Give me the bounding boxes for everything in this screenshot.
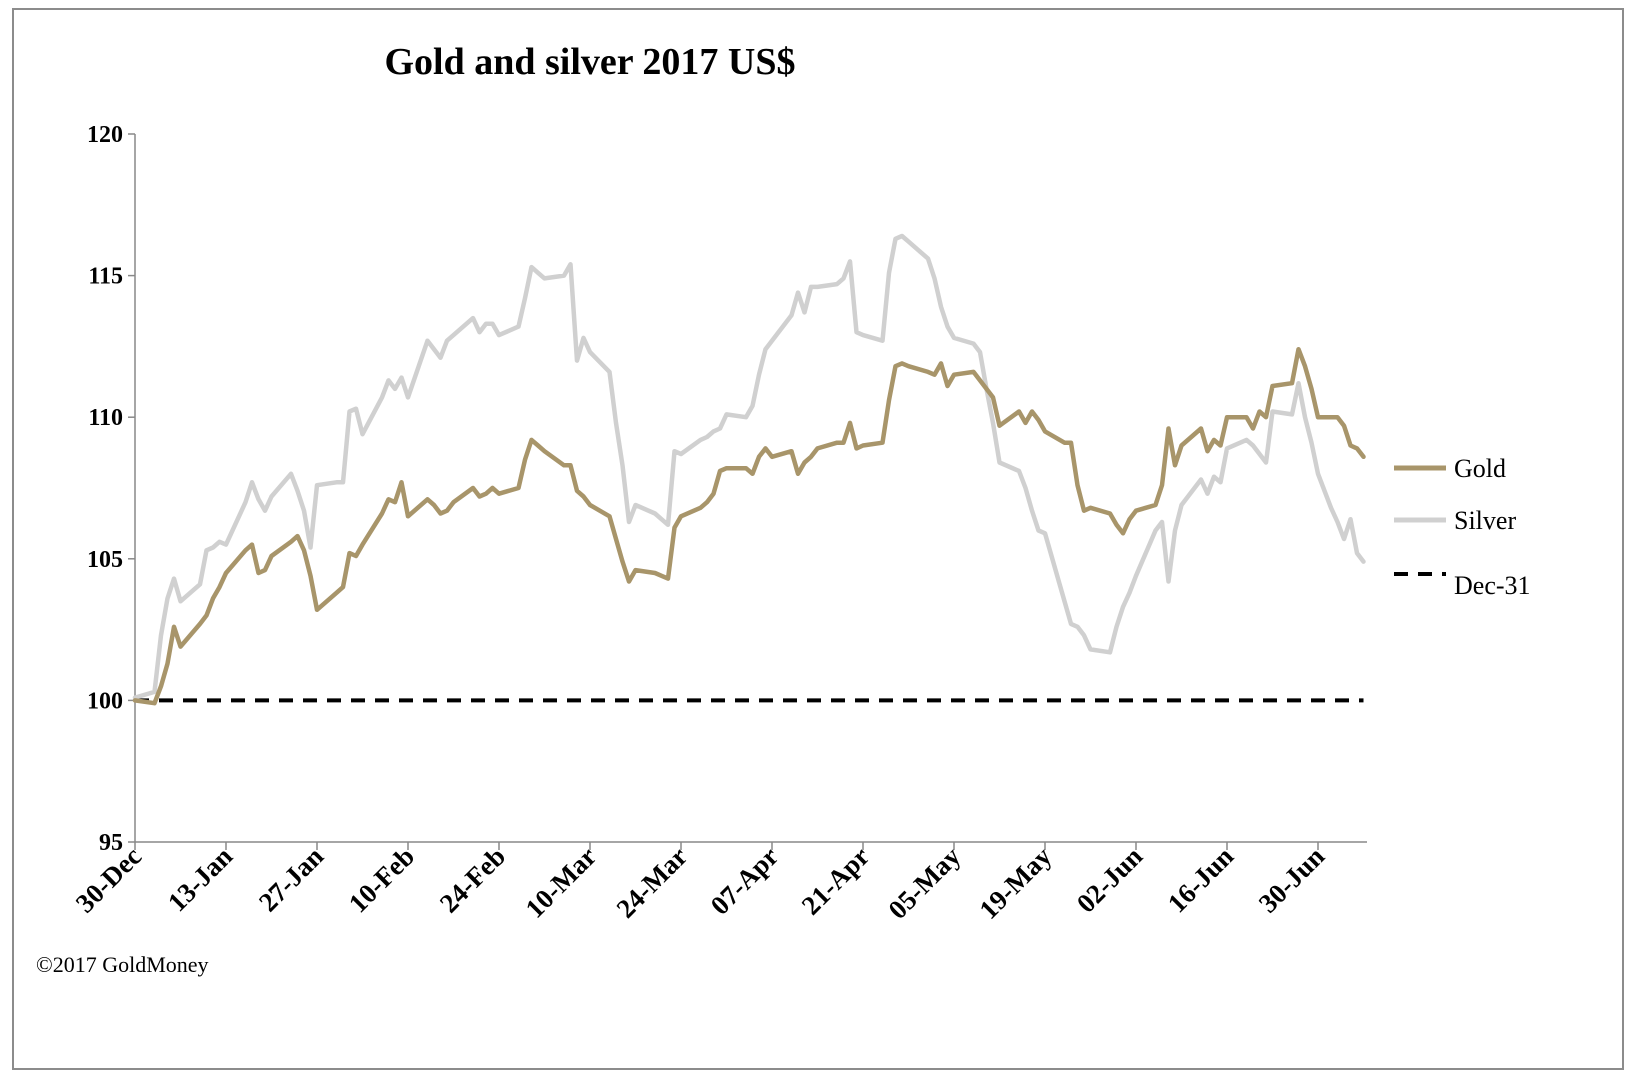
chart-title: Gold and silver 2017 US$ bbox=[384, 41, 795, 83]
x-tick-label: 02-Jun bbox=[1071, 841, 1148, 918]
x-tick-label: 13-Jan bbox=[162, 841, 238, 917]
y-tick-label: 95 bbox=[99, 830, 123, 856]
x-tick-label: 10-Feb bbox=[343, 841, 420, 918]
series-line-gold bbox=[132, 346, 1366, 706]
y-tick-label: 110 bbox=[88, 405, 123, 431]
y-axis: 95 100 105 110 115 120 bbox=[87, 122, 136, 856]
y-tick-label: 100 bbox=[87, 688, 123, 714]
series-layer bbox=[132, 233, 1366, 706]
chart-frame: Gold and silver 2017 US$ 95 100 105 110 115 1… bbox=[12, 8, 1624, 1070]
x-tick-label: 07-Apr bbox=[705, 841, 785, 921]
x-tick-label: 24-Feb bbox=[434, 841, 511, 918]
y-tick-label: 120 bbox=[87, 122, 123, 148]
y-tick-label: 115 bbox=[88, 264, 123, 290]
legend-label: Gold bbox=[1454, 454, 1506, 483]
legend-label: Dec-31 bbox=[1454, 571, 1531, 600]
series-line-silver bbox=[132, 233, 1366, 700]
x-tick-label: 19-May bbox=[973, 841, 1057, 925]
x-tick-label: 16-Jun bbox=[1162, 841, 1239, 918]
copyright: ©2017 GoldMoney bbox=[36, 952, 209, 977]
legend-label: Silver bbox=[1454, 506, 1516, 535]
gold-silver-chart: Gold and silver 2017 US$ 95 100 105 110 115 1… bbox=[36, 41, 1531, 977]
y-tick-label: 105 bbox=[87, 547, 123, 573]
x-tick-label: 30-Jun bbox=[1253, 841, 1330, 918]
x-axis: 30-Dec 13-Jan 27-Jan 10-Feb 24-Feb 10-Mar 24-M… bbox=[70, 841, 1367, 925]
x-tick-label: 21-Apr bbox=[796, 841, 876, 921]
legend: Gold Silver Dec-31 bbox=[1394, 454, 1531, 600]
x-tick-label: 24-Mar bbox=[611, 841, 694, 924]
x-tick-label: 05-May bbox=[882, 841, 966, 925]
x-tick-label: 27-Jan bbox=[253, 841, 329, 917]
x-tick-label: 10-Mar bbox=[520, 841, 603, 924]
